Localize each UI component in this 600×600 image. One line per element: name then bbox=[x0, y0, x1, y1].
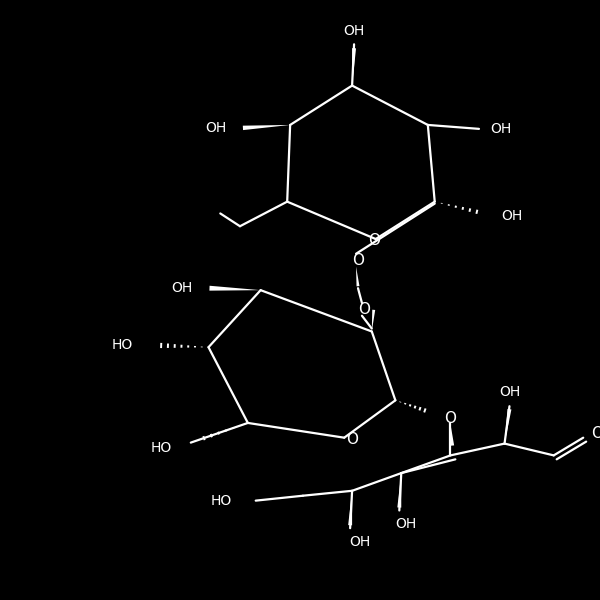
Text: OH: OH bbox=[499, 385, 520, 400]
Text: O: O bbox=[352, 253, 364, 268]
Text: O: O bbox=[368, 233, 380, 248]
Text: OH: OH bbox=[501, 209, 522, 223]
Text: O: O bbox=[346, 432, 358, 447]
Text: OH: OH bbox=[206, 121, 227, 135]
Text: O: O bbox=[445, 410, 457, 425]
Text: OH: OH bbox=[343, 25, 365, 38]
Polygon shape bbox=[372, 310, 375, 331]
Polygon shape bbox=[348, 491, 352, 526]
Polygon shape bbox=[505, 409, 511, 443]
Text: HO: HO bbox=[112, 338, 133, 352]
Polygon shape bbox=[243, 125, 290, 130]
Text: O: O bbox=[591, 426, 600, 441]
Text: OH: OH bbox=[172, 281, 193, 295]
Text: HO: HO bbox=[151, 440, 172, 455]
Text: OH: OH bbox=[395, 517, 417, 531]
Text: O: O bbox=[358, 302, 370, 317]
Polygon shape bbox=[352, 48, 356, 86]
Text: OH: OH bbox=[490, 122, 511, 136]
Text: OH: OH bbox=[349, 535, 371, 549]
Polygon shape bbox=[356, 266, 359, 286]
Polygon shape bbox=[451, 424, 454, 446]
Polygon shape bbox=[209, 286, 260, 290]
Text: HO: HO bbox=[211, 494, 232, 508]
Polygon shape bbox=[397, 473, 401, 508]
